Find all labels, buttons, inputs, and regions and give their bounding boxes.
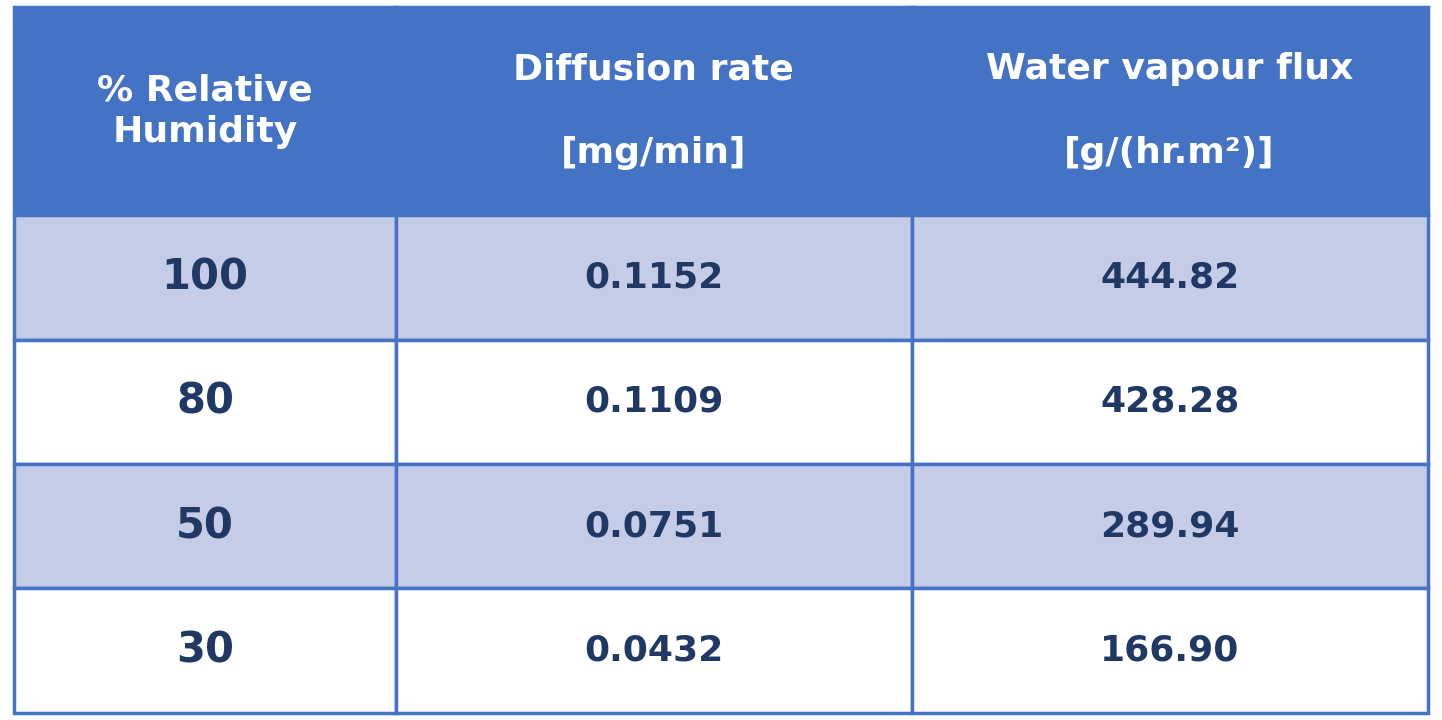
Bar — [397, 7, 911, 215]
Bar — [397, 588, 911, 713]
Bar — [14, 588, 397, 713]
Text: 50: 50 — [176, 505, 234, 547]
Bar — [911, 588, 1428, 713]
Text: 0.1109: 0.1109 — [584, 385, 724, 419]
Text: 166.90: 166.90 — [1100, 634, 1239, 667]
Text: 289.94: 289.94 — [1100, 509, 1240, 544]
Text: 444.82: 444.82 — [1100, 261, 1239, 294]
Text: 30: 30 — [176, 629, 234, 672]
Bar — [14, 7, 397, 215]
Bar — [14, 215, 397, 340]
Bar — [911, 340, 1428, 464]
Text: Water vapour flux

[g/(hr.m²)]: Water vapour flux [g/(hr.m²)] — [986, 52, 1353, 171]
Text: 0.1152: 0.1152 — [584, 261, 724, 294]
Text: % Relative
Humidity: % Relative Humidity — [98, 73, 313, 149]
Text: Diffusion rate

[mg/min]: Diffusion rate [mg/min] — [513, 52, 795, 171]
Bar — [397, 340, 911, 464]
Text: 0.0751: 0.0751 — [584, 509, 724, 544]
Text: 428.28: 428.28 — [1100, 385, 1239, 419]
Bar — [397, 464, 911, 588]
Bar — [14, 464, 397, 588]
Bar — [14, 340, 397, 464]
Bar — [911, 7, 1428, 215]
Bar — [397, 215, 911, 340]
Text: 80: 80 — [176, 381, 234, 423]
Text: 100: 100 — [162, 256, 248, 299]
Bar — [911, 464, 1428, 588]
Text: 0.0432: 0.0432 — [584, 634, 724, 667]
Bar — [911, 215, 1428, 340]
